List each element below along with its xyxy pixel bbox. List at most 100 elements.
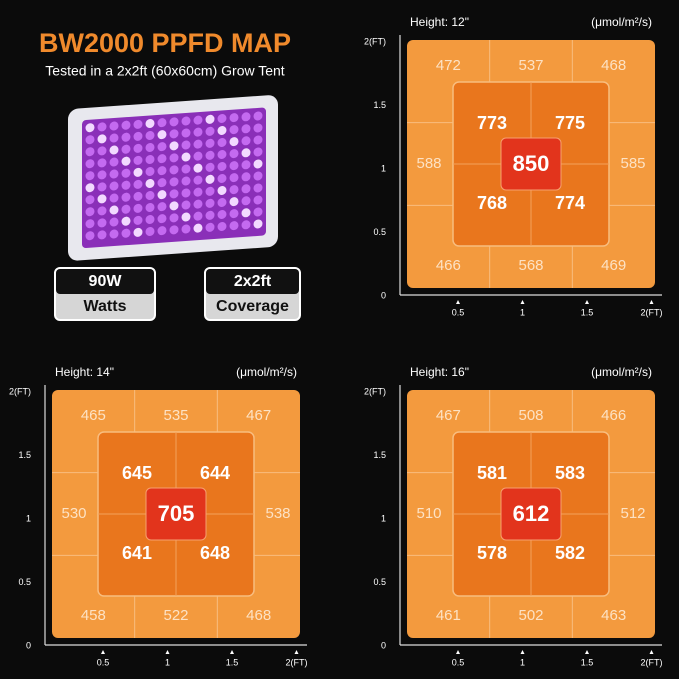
led xyxy=(229,137,239,147)
led xyxy=(85,171,95,181)
led xyxy=(193,139,203,149)
led xyxy=(241,220,251,230)
led xyxy=(121,216,131,226)
led xyxy=(241,196,251,206)
led xyxy=(109,157,119,167)
led xyxy=(97,218,107,228)
led xyxy=(121,204,131,214)
led xyxy=(109,217,119,227)
x-tick-label: 0.5 xyxy=(452,307,465,317)
outer-value: 510 xyxy=(416,505,441,522)
led xyxy=(205,222,215,232)
led xyxy=(181,128,191,138)
led xyxy=(193,187,203,197)
led xyxy=(229,221,239,231)
y-tick-label: 0 xyxy=(26,640,31,650)
badge-value: 90W xyxy=(89,273,123,290)
led xyxy=(97,230,107,240)
ppfd-map: Height: 12" (μmol/m²/s) 2(FT) 1.5 1 0.5 0 0.5 1 1… xyxy=(364,15,663,317)
led xyxy=(109,229,119,239)
led xyxy=(205,210,215,220)
x-tick-label: 1.5 xyxy=(226,657,239,667)
led xyxy=(157,154,167,164)
led xyxy=(121,180,131,190)
x-tick-marker xyxy=(456,650,460,654)
outer-value: 538 xyxy=(265,505,290,522)
inner-value: 768 xyxy=(477,193,507,213)
title: BW2000 PPFD MAP xyxy=(39,28,291,58)
led xyxy=(193,175,203,185)
led xyxy=(217,185,227,195)
led xyxy=(241,184,251,194)
led xyxy=(97,134,107,144)
subtitle: Tested in a 2x2ft (60x60cm) Grow Tent xyxy=(45,63,285,79)
led xyxy=(169,213,179,223)
y-tick-label: 1 xyxy=(381,163,386,173)
x-tick-label: 1 xyxy=(520,307,525,317)
x-tick-label: 0.5 xyxy=(97,657,110,667)
outer-value: 502 xyxy=(518,607,543,624)
led xyxy=(253,159,263,169)
led xyxy=(205,174,215,184)
led xyxy=(109,145,119,155)
led xyxy=(169,177,179,187)
led xyxy=(217,173,227,183)
center-value: 612 xyxy=(513,501,550,526)
led xyxy=(169,129,179,139)
led xyxy=(97,158,107,168)
led xyxy=(169,189,179,199)
x-tick-label: 2(FT) xyxy=(641,657,663,667)
led xyxy=(253,195,263,205)
led xyxy=(193,211,203,221)
led xyxy=(133,191,143,201)
ppfd-map: Height: 16" (μmol/m²/s) 2(FT) 1.5 1 0.5 0 0.5 1 1… xyxy=(364,365,663,667)
y-tick-label: 0 xyxy=(381,290,386,300)
outer-value: 463 xyxy=(601,607,626,624)
led xyxy=(157,142,167,152)
led xyxy=(253,147,263,157)
led xyxy=(169,225,179,235)
x-tick-marker xyxy=(294,650,299,654)
led xyxy=(157,202,167,212)
outer-value: 530 xyxy=(61,505,86,522)
led xyxy=(193,127,203,137)
outer-value: 585 xyxy=(620,155,645,172)
outer-value: 466 xyxy=(601,407,626,424)
led xyxy=(145,190,155,201)
inner-value: 582 xyxy=(555,543,585,563)
y-tick-label: 0.5 xyxy=(18,577,31,587)
outer-value: 465 xyxy=(81,407,106,424)
led xyxy=(109,181,119,191)
led xyxy=(241,136,251,146)
ppfd-map: Height: 14" (μmol/m²/s) 2(FT) 1.5 1 0.5 0 0.5 1 1… xyxy=(9,365,308,667)
led xyxy=(97,170,107,180)
led xyxy=(181,140,191,150)
led xyxy=(181,152,191,162)
led xyxy=(241,172,251,182)
map-height: Height: 12" xyxy=(410,15,469,29)
led xyxy=(181,200,191,210)
outer-value: 522 xyxy=(163,607,188,624)
badge-top xyxy=(206,269,299,294)
x-tick-marker xyxy=(649,650,654,654)
outer-value: 568 xyxy=(518,257,543,274)
x-tick-label: 1.5 xyxy=(581,657,594,667)
center-zone xyxy=(500,137,562,191)
x-tick-marker xyxy=(456,300,460,304)
inner-value: 774 xyxy=(555,193,585,213)
led xyxy=(217,161,227,171)
x-tick-marker xyxy=(230,650,234,654)
map-unit: (μmol/m²/s) xyxy=(591,15,652,29)
led xyxy=(217,149,227,159)
outer-value: 467 xyxy=(436,407,461,424)
led xyxy=(157,178,167,188)
outer-value: 508 xyxy=(518,407,543,424)
led xyxy=(121,168,131,178)
x-tick-marker xyxy=(520,300,525,304)
x-tick-label: 1 xyxy=(165,657,170,667)
led xyxy=(97,146,107,156)
led xyxy=(193,223,203,233)
center-zone xyxy=(500,487,562,541)
